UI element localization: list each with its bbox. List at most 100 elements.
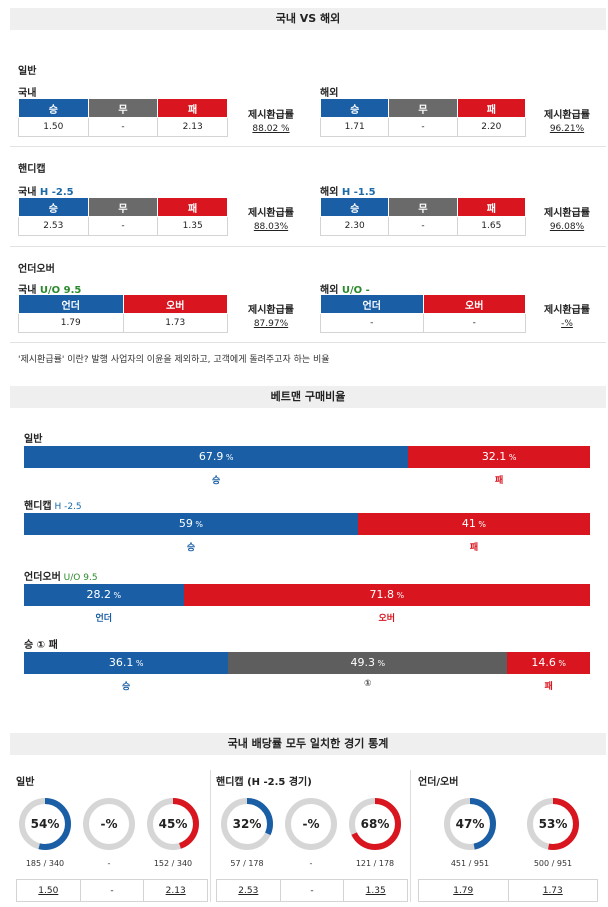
percent-sign: %: [192, 520, 204, 529]
stats-odds-cell[interactable]: 1.73: [507, 879, 598, 902]
donut-percent: 45%: [158, 817, 188, 831]
return-rate-note: '제시환급률' 이란? 발행 사업자의 이윤을 제외하고, 고객에게 돌려주고자…: [18, 355, 330, 365]
donut-chart: [19, 798, 71, 850]
donut-track: [285, 798, 337, 850]
foreign-label: 해외: [320, 187, 339, 198]
donut-chart: [349, 798, 401, 850]
ratio-value: 32.1: [481, 450, 507, 463]
odds-value-over: 1.73: [122, 313, 228, 333]
percent-sign: %: [506, 453, 517, 462]
odds-header-lose: 패: [456, 98, 527, 118]
domestic-general-odds-table: 승 무 패 1.50 - 2.13: [18, 98, 228, 137]
odds-header-lose: 패: [157, 98, 228, 118]
stats-group-label: 일반: [16, 777, 35, 788]
ratio-value: 14.6: [531, 656, 556, 669]
odds-header-win: 승: [319, 197, 390, 217]
odds-header-lose: 패: [157, 197, 228, 217]
return-rate-value[interactable]: 88.03%: [253, 222, 289, 232]
group-separator: [410, 770, 411, 902]
donut-percent: 54%: [30, 817, 60, 831]
odds-header-draw: 무: [87, 197, 159, 217]
odds-header-lose: 패: [456, 197, 527, 217]
odds-value-draw: -: [388, 117, 458, 137]
handicap-line: H -1.5: [341, 187, 376, 198]
donut-chart: [83, 798, 135, 850]
foreign-overunder-label: 해외 U/O -: [320, 281, 370, 296]
return-rate-label: 제시환급률: [248, 110, 294, 121]
foreign-handicap-odds-table: 승 무 패 2.30 - 1.65: [319, 197, 527, 236]
return-rate-label: 제시환급률: [544, 305, 590, 316]
odds-value-win: 1.71: [319, 117, 390, 137]
return-rate-label: 제시환급률: [248, 208, 294, 219]
overunder-label: 언더오버: [18, 264, 55, 275]
stats-odds-table: 1.79 1.73: [418, 879, 598, 902]
donut-count: -: [309, 859, 313, 868]
percent-sign: %: [223, 453, 234, 462]
section-title-betman-purchase-ratio: 베트맨 구매비율: [10, 386, 606, 408]
percent-sign: %: [393, 591, 405, 600]
odds-value-over: -: [422, 313, 526, 333]
odds-header-under: 언더: [320, 294, 424, 314]
purchase-ratio-row-label: 언더오버 U/O 9.5: [24, 568, 98, 583]
odds-header-draw: 무: [87, 98, 159, 118]
donut-percent: 32%: [232, 817, 262, 831]
ratio-value: 41: [461, 517, 476, 530]
divider: [10, 146, 606, 147]
ratio-caption: 패: [495, 476, 504, 486]
stats-odds-cell[interactable]: 2.13: [143, 879, 208, 902]
ratio-value: 28.2: [86, 588, 111, 601]
foreign-general-label: 해외: [320, 88, 339, 99]
return-rate-value[interactable]: 88.02 %: [252, 124, 290, 134]
percent-sign: %: [475, 520, 487, 529]
donut-count: 185 / 340: [25, 859, 65, 868]
stats-odds-row: 1.79 1.73: [418, 879, 598, 902]
return-rate-value[interactable]: -%: [561, 319, 573, 329]
odds-header-win: 승: [319, 98, 390, 118]
overunder-line: U/O -: [341, 285, 370, 296]
domestic-handicap-odds-table: 승 무 패 2.53 - 1.35: [18, 197, 228, 236]
odds-header-win: 승: [18, 197, 89, 217]
odds-header-draw: 무: [388, 197, 458, 217]
odds-header-draw: 무: [388, 98, 458, 118]
ratio-caption: 승: [186, 543, 196, 553]
return-rate-label: 제시환급률: [544, 110, 590, 121]
ratio-bar-segment: 49.3 %: [228, 652, 508, 674]
group-separator: [210, 770, 211, 902]
domestic-label: 국내: [18, 285, 37, 296]
purchase-ratio-row-label: 승 ① 패: [24, 636, 58, 651]
ratio-caption: 승: [212, 476, 221, 486]
donut-chart: [221, 798, 273, 850]
row-label-text: 언더오버: [24, 572, 61, 583]
divider: [10, 342, 606, 343]
stats-odds-cell[interactable]: 1.50: [16, 879, 81, 902]
stats-odds-table: 1.50-2.13: [16, 879, 208, 902]
odds-value-lose: 1.65: [456, 216, 527, 236]
ratio-value: 36.1: [108, 656, 134, 669]
row-label-text: 승 ① 패: [24, 640, 58, 651]
return-rate-value[interactable]: 96.21%: [549, 124, 585, 134]
odds-value-under: 1.79: [18, 313, 124, 333]
odds-header-over: 오버: [422, 294, 526, 314]
odds-header-over: 오버: [122, 294, 228, 314]
donut-arc: [19, 798, 71, 850]
stats-odds-cell[interactable]: 2.53: [216, 879, 281, 902]
return-rate-value[interactable]: 87.97%: [253, 319, 289, 329]
handicap-line: H -2.5: [39, 187, 74, 198]
ratio-caption: ①: [364, 679, 372, 689]
stats-odds-cell: -: [279, 879, 345, 902]
ratio-bar-segment: 14.6 %: [507, 652, 590, 674]
stats-odds-cell[interactable]: 1.79: [418, 879, 509, 902]
donut-track: [83, 798, 135, 850]
odds-value-win: 2.30: [319, 216, 390, 236]
ratio-bar-segment: 36.1 %: [24, 652, 229, 674]
stats-odds-cell[interactable]: 1.35: [343, 879, 408, 902]
donut-arc: [527, 798, 579, 850]
odds-value-draw: -: [87, 216, 159, 236]
purchase-ratio-row-label: 핸디캡 H -2.5: [24, 497, 82, 512]
return-rate-value[interactable]: 96.08%: [549, 222, 585, 232]
row-label-text: 핸디캡: [24, 501, 52, 512]
donut-count: 152 / 340: [153, 859, 193, 868]
section-title-matching-odds-stats: 국내 배당률 모두 일치한 경기 통계: [10, 733, 606, 755]
ratio-bar-segment: 41 %: [357, 513, 590, 535]
donut-percent: 68%: [360, 817, 390, 831]
